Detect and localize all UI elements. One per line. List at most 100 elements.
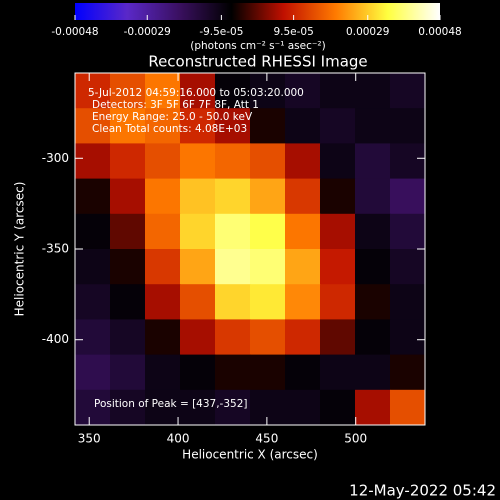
pixel bbox=[320, 284, 356, 320]
pixel bbox=[75, 354, 111, 391]
y-axis-label: Heliocentric Y (arcsec) bbox=[13, 182, 27, 317]
pixel bbox=[390, 389, 425, 425]
pixel bbox=[355, 319, 391, 356]
pixel bbox=[110, 178, 146, 215]
pixel bbox=[250, 73, 286, 109]
pixel bbox=[75, 178, 111, 215]
pixel bbox=[285, 108, 321, 144]
pixel bbox=[320, 108, 356, 144]
pixel bbox=[285, 73, 321, 109]
pixel bbox=[75, 389, 111, 425]
colorbar bbox=[75, 3, 440, 20]
pixel bbox=[145, 284, 181, 320]
pixel bbox=[390, 249, 425, 285]
pixel bbox=[180, 389, 216, 425]
pixel bbox=[250, 143, 286, 180]
annotation: Energy Range: 25.0 - 50.0 keV bbox=[92, 111, 253, 123]
annotation: 5-Jul-2012 04:59:16.000 to 05:03:20.000 bbox=[88, 87, 304, 99]
pixel bbox=[215, 178, 251, 215]
pixel bbox=[320, 354, 356, 391]
pixel bbox=[110, 143, 146, 180]
pixel bbox=[355, 178, 391, 215]
pixel bbox=[145, 73, 181, 109]
pixel bbox=[215, 143, 251, 180]
x-tick-label: 400 bbox=[167, 432, 190, 446]
pixel bbox=[110, 213, 146, 250]
pixel bbox=[355, 213, 391, 250]
annotation: Detectors: 3F 5F 6F 7F 8F, Att 1 bbox=[92, 99, 259, 111]
x-axis-label: Heliocentric X (arcsec) bbox=[182, 448, 318, 462]
pixel bbox=[180, 354, 216, 391]
pixel bbox=[75, 213, 111, 250]
peak-label: Position of Peak = [437,-352] bbox=[94, 398, 248, 410]
pixel bbox=[355, 389, 391, 425]
pixel bbox=[110, 73, 146, 109]
pixel bbox=[145, 389, 181, 425]
pixel bbox=[215, 284, 251, 320]
pixel bbox=[320, 143, 356, 180]
pixel bbox=[320, 249, 356, 285]
pixel bbox=[180, 143, 216, 180]
x-tick-label: 350 bbox=[78, 432, 101, 446]
pixel bbox=[285, 354, 321, 391]
pixel bbox=[355, 73, 391, 109]
x-tick-label: 450 bbox=[255, 432, 278, 446]
pixel bbox=[75, 284, 111, 320]
pixel bbox=[180, 249, 216, 285]
pixel bbox=[250, 249, 286, 285]
pixel bbox=[180, 213, 216, 250]
pixel bbox=[215, 319, 251, 356]
pixel bbox=[355, 284, 391, 320]
colorbar-tick-label: 0.00029 bbox=[346, 26, 389, 38]
plot-frame bbox=[74, 72, 426, 426]
pixel bbox=[215, 108, 251, 144]
pixel bbox=[390, 108, 425, 144]
footer: 12-May-2022 05:42 bbox=[349, 482, 496, 500]
pixel bbox=[215, 73, 251, 109]
pixel bbox=[390, 73, 425, 109]
pixel bbox=[390, 354, 425, 391]
pixel bbox=[110, 284, 146, 320]
pixel bbox=[355, 108, 391, 144]
x-tick-label: 500 bbox=[344, 432, 367, 446]
colorbar-tick-label: -0.00048 bbox=[51, 26, 98, 38]
chart-title: Reconstructed RHESSI Image bbox=[148, 53, 367, 71]
pixel bbox=[320, 319, 356, 356]
pixel bbox=[355, 354, 391, 391]
colorbar-tick-label: -0.00029 bbox=[124, 26, 171, 38]
pixel bbox=[145, 249, 181, 285]
pixel bbox=[285, 249, 321, 285]
pixel bbox=[145, 213, 181, 250]
pixel bbox=[145, 354, 181, 391]
pixel bbox=[285, 319, 321, 356]
pixel bbox=[110, 354, 146, 391]
pixel bbox=[250, 108, 286, 144]
pixel bbox=[215, 389, 251, 425]
pixel bbox=[75, 319, 111, 356]
pixel bbox=[250, 354, 286, 391]
pixel bbox=[110, 108, 146, 144]
pixel bbox=[110, 249, 146, 285]
pixel bbox=[145, 108, 181, 144]
pixel bbox=[285, 389, 321, 425]
pixel bbox=[250, 213, 286, 250]
pixel bbox=[250, 178, 286, 215]
pixel bbox=[180, 319, 216, 356]
pixel bbox=[250, 284, 286, 320]
pixel bbox=[145, 143, 181, 180]
pixel bbox=[285, 213, 321, 250]
pixel bbox=[390, 178, 425, 215]
pixel bbox=[355, 143, 391, 180]
colorbar-tick-label: 0.00048 bbox=[418, 26, 461, 38]
pixel bbox=[390, 319, 425, 356]
colorbar-label: (photons cm⁻² s⁻¹ asec⁻²) bbox=[190, 40, 325, 52]
pixel bbox=[180, 284, 216, 320]
image bbox=[75, 73, 425, 425]
pixel bbox=[110, 389, 146, 425]
pixel bbox=[355, 249, 391, 285]
pixel bbox=[75, 143, 111, 180]
y-tick-label: -300 bbox=[42, 151, 69, 165]
pixel bbox=[285, 284, 321, 320]
pixel bbox=[75, 73, 111, 109]
pixel bbox=[320, 178, 356, 215]
